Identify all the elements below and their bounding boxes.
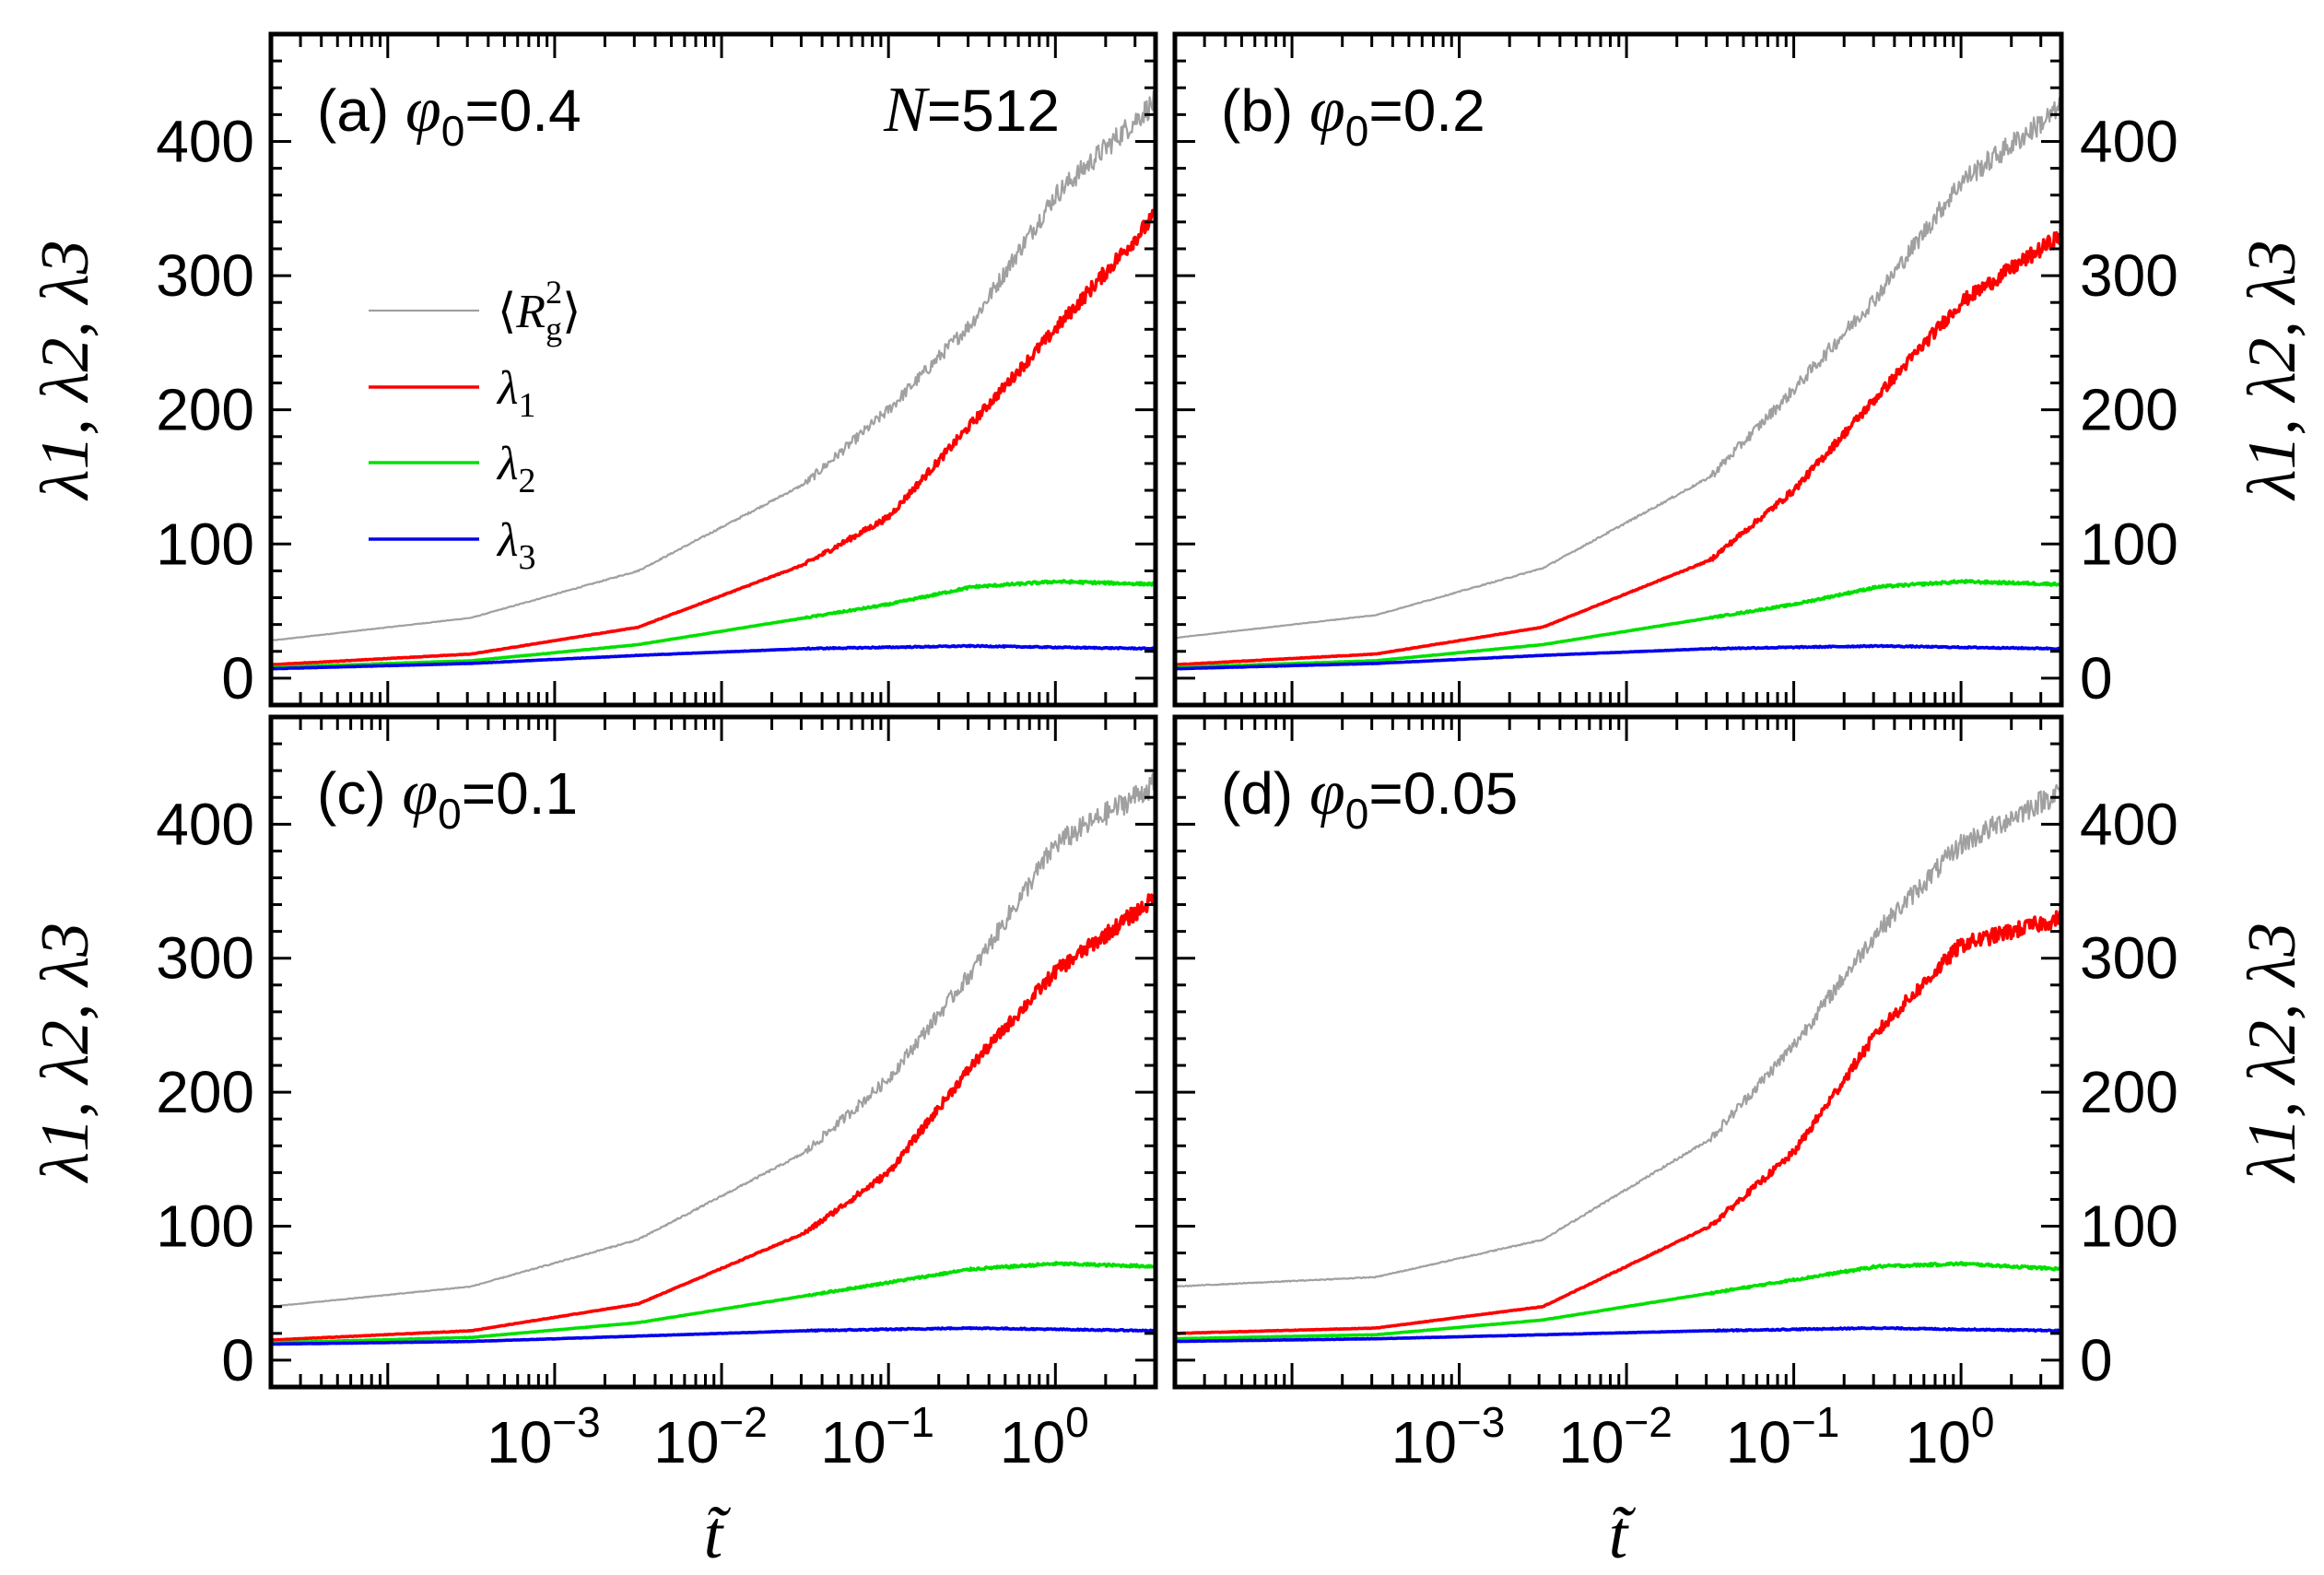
y-tick-label: 200 bbox=[156, 1059, 254, 1125]
series-lambda3 bbox=[271, 1325, 1156, 1346]
series-lambda1 bbox=[271, 893, 1156, 1342]
x-axis-label: t̃ bbox=[704, 1498, 732, 1573]
series-lambda1 bbox=[1175, 230, 2061, 667]
panel-label: (c) φ0=0.1 bbox=[317, 758, 578, 838]
x-tick-label: 10−1 bbox=[820, 1398, 934, 1475]
x-tick-label: 10−1 bbox=[1726, 1398, 1840, 1475]
y-tick-label: 300 bbox=[156, 242, 254, 309]
system-size-label: N=512 bbox=[883, 75, 1060, 146]
y-tick-label: 200 bbox=[2080, 377, 2178, 443]
y-axis-label: λ1, λ2, λ3 bbox=[2235, 923, 2310, 1183]
series-lambda3 bbox=[1175, 1325, 2061, 1344]
y-tick-label: 100 bbox=[156, 1193, 254, 1260]
legend-label: ⟨Rg2⟩ bbox=[498, 274, 581, 347]
x-tick-label: 100 bbox=[1000, 1398, 1089, 1475]
series-lambda2 bbox=[271, 579, 1156, 670]
y-tick-label: 100 bbox=[2080, 1193, 2178, 1260]
panel-d: 0 100 200 300 400 10−3 10−2 10−1 100 t̃ λ1, λ2, λ3… bbox=[1172, 714, 2310, 1573]
x-tick-label: 10−3 bbox=[1391, 1398, 1506, 1475]
series-Rg2 bbox=[271, 89, 1156, 642]
y-tick-label: 0 bbox=[2080, 645, 2113, 711]
y-tick-label: 400 bbox=[156, 108, 254, 174]
series-lambda1 bbox=[271, 208, 1156, 667]
y-tick-label: 200 bbox=[156, 377, 254, 443]
y-tick-label: 400 bbox=[2080, 791, 2178, 857]
y-axis-label: λ1, λ2, λ3 bbox=[28, 923, 103, 1183]
y-tick-label: 300 bbox=[2080, 925, 2178, 992]
y-tick-label: 300 bbox=[2080, 242, 2178, 309]
y-tick-label: 100 bbox=[156, 511, 254, 577]
series-lambda2 bbox=[1175, 1261, 2061, 1341]
panel-b: 0 100 200 300 400 λ1, λ2, λ3 (b) φ0=0.2 bbox=[1172, 31, 2310, 711]
y-tick-label: 200 bbox=[2080, 1059, 2178, 1125]
x-tick-label: 100 bbox=[1906, 1398, 1995, 1475]
y-tick-label: 400 bbox=[156, 791, 254, 857]
y-tick-label: 0 bbox=[2080, 1327, 2113, 1393]
x-tick-label: 10−2 bbox=[653, 1398, 768, 1475]
panel-label: (a) φ0=0.4 bbox=[317, 75, 581, 155]
y-axis-label: λ1, λ2, λ3 bbox=[28, 240, 103, 500]
panel-c: 0 100 200 300 400 10−3 10−2 10−1 100 t̃ λ1, λ2, λ3… bbox=[28, 714, 1158, 1573]
series-lambda3 bbox=[271, 643, 1156, 671]
y-tick-label: 0 bbox=[221, 645, 254, 711]
series-lambda2 bbox=[271, 1261, 1156, 1345]
y-tick-label: 100 bbox=[2080, 511, 2178, 577]
x-tick-label: 10−3 bbox=[487, 1398, 601, 1475]
panel-a: 0 100 200 300 400 λ1, λ2, λ3 (a) φ0=0.4 bbox=[28, 31, 1158, 711]
y-tick-label: 300 bbox=[156, 925, 254, 992]
x-axis-label: t̃ bbox=[1609, 1498, 1637, 1573]
y-axis-label: λ1, λ2, λ3 bbox=[2235, 240, 2310, 500]
panel-label: (b) φ0=0.2 bbox=[1221, 75, 1485, 155]
series-lambda3 bbox=[1175, 643, 2061, 671]
series-Rg2 bbox=[1175, 97, 2061, 640]
legend: ⟨Rg2⟩ λ1 λ2 λ3 bbox=[369, 274, 581, 577]
legend-label: λ2 bbox=[496, 438, 536, 500]
y-tick-label: 400 bbox=[2080, 108, 2178, 174]
legend-label: λ3 bbox=[496, 514, 536, 577]
legend-label: λ1 bbox=[496, 362, 536, 425]
series-lambda2 bbox=[1175, 579, 2061, 670]
x-tick-label: 10−2 bbox=[1558, 1398, 1673, 1475]
series-Rg2 bbox=[271, 772, 1156, 1308]
y-tick-label: 0 bbox=[221, 1327, 254, 1393]
series-Rg2 bbox=[1175, 783, 2061, 1288]
series-lambda1 bbox=[1175, 910, 2061, 1335]
panel-label: (d) φ0=0.05 bbox=[1221, 758, 1518, 838]
